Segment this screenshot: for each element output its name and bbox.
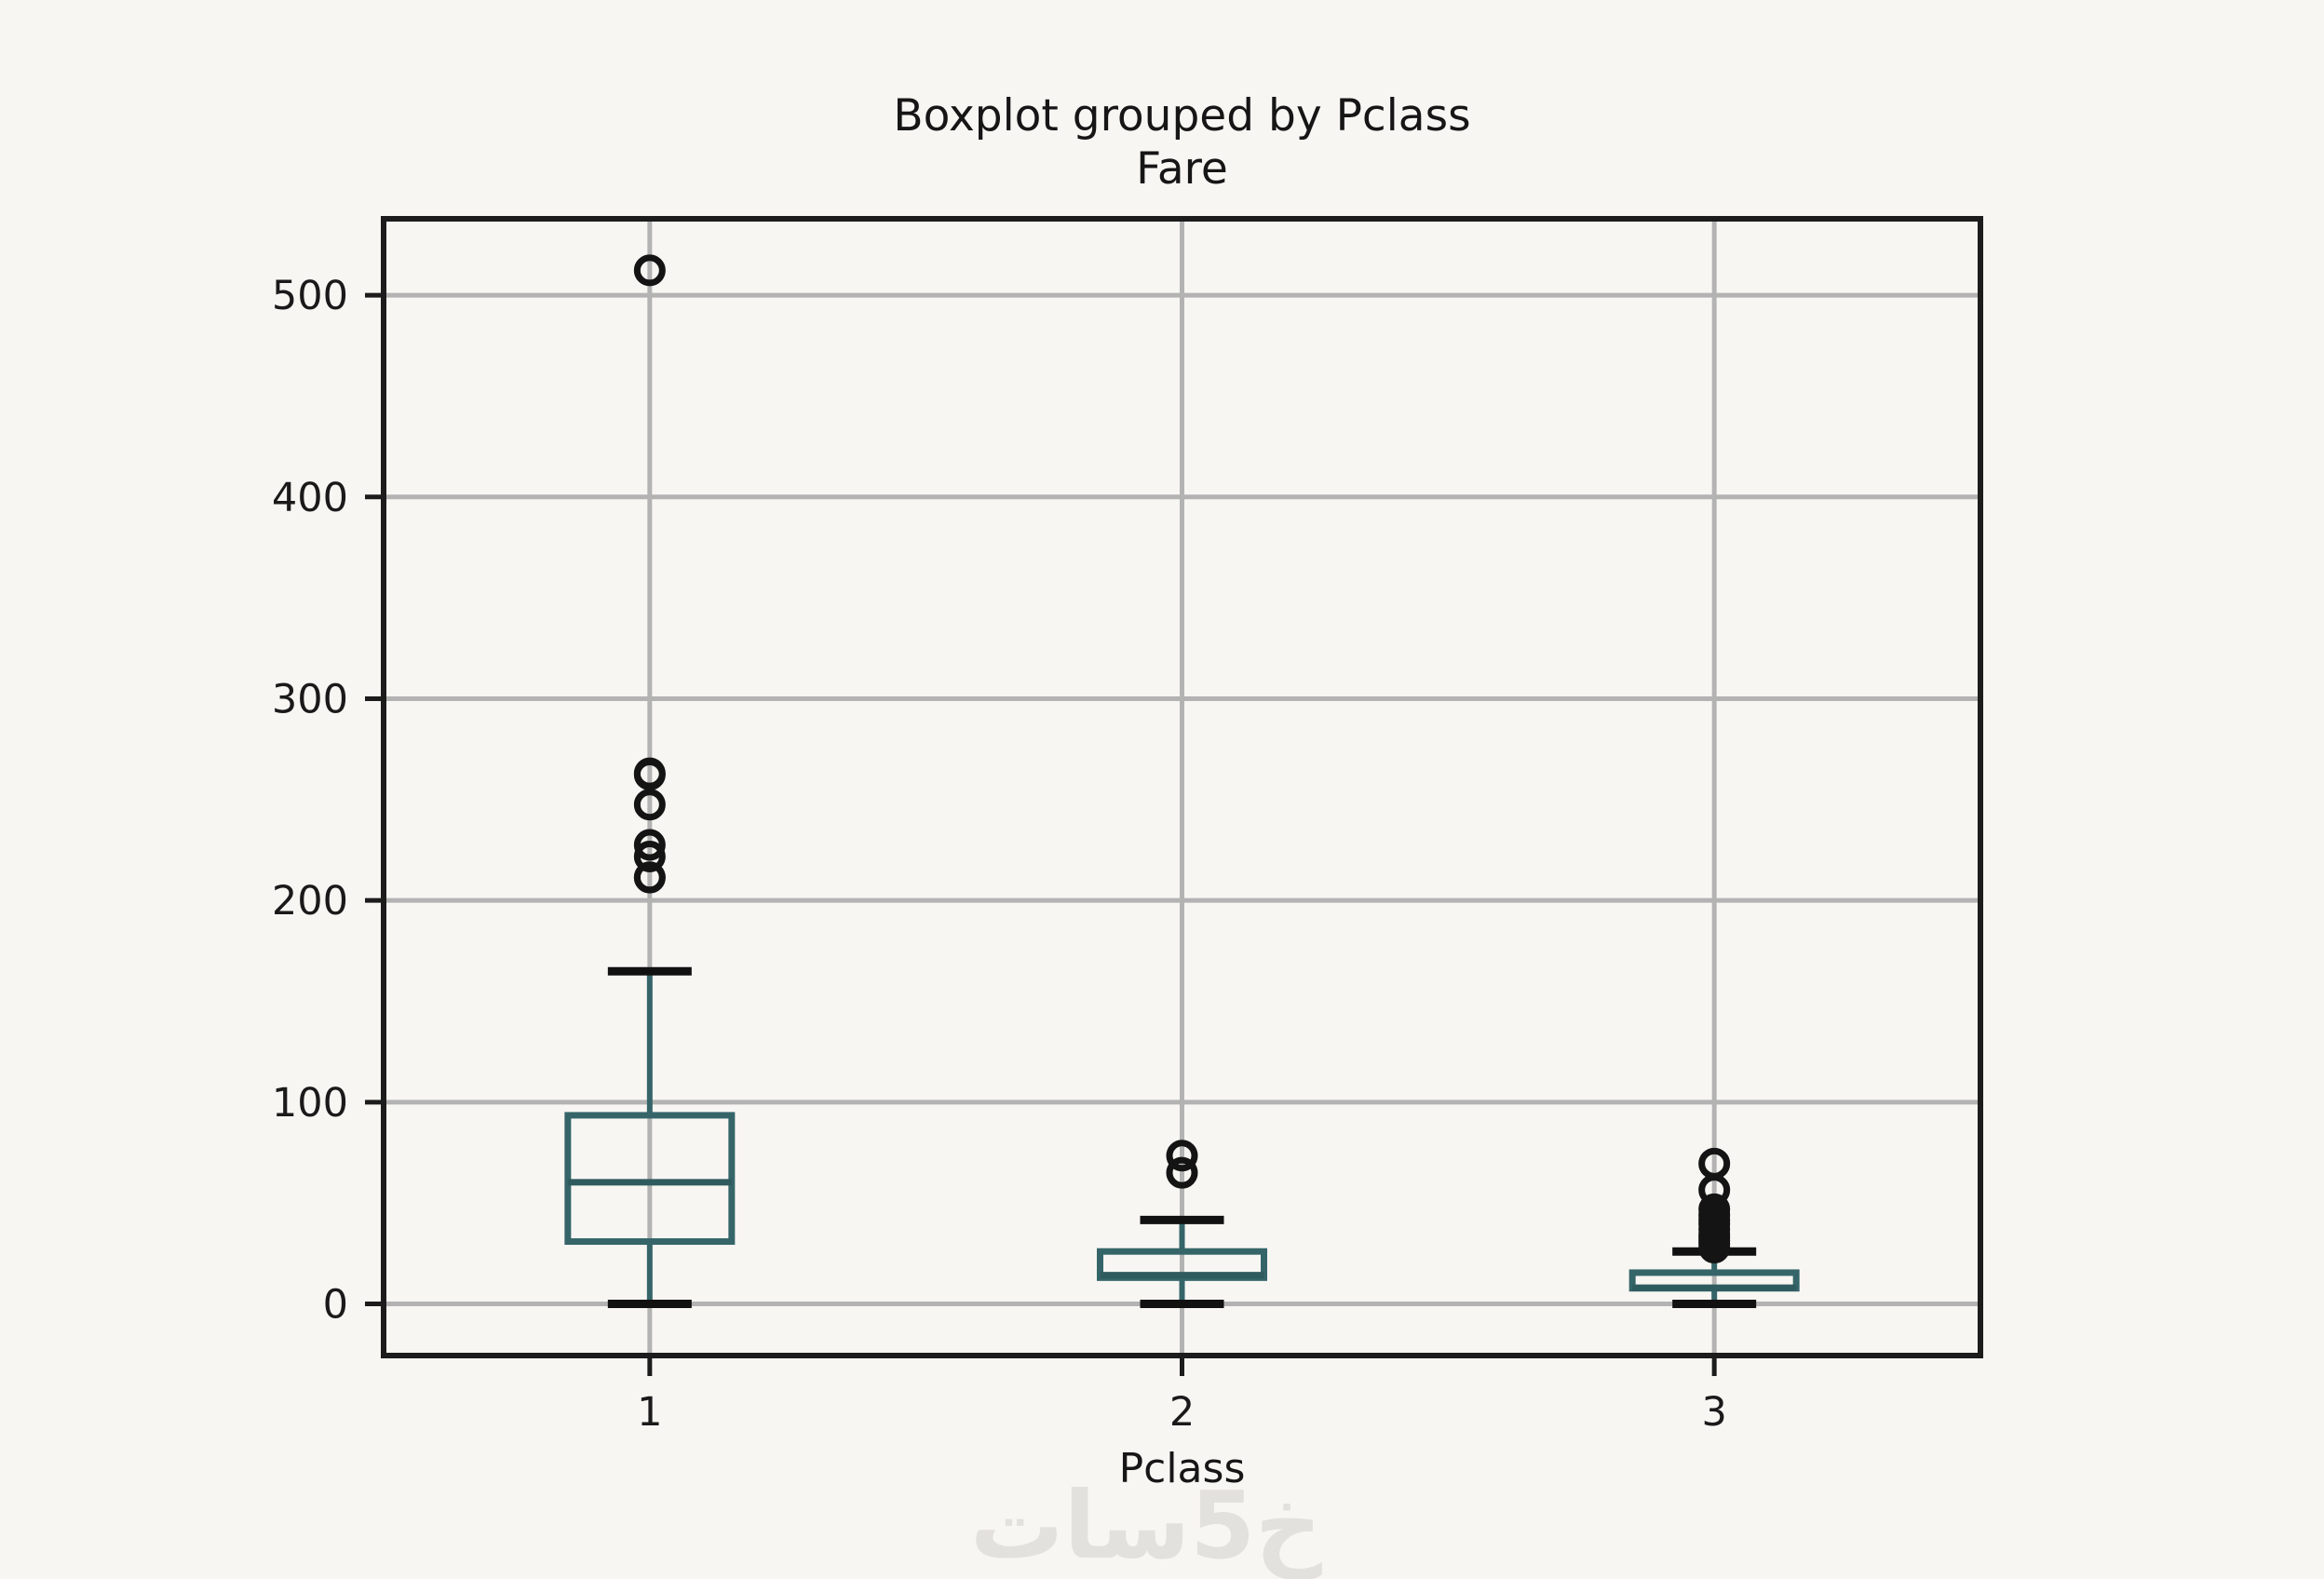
y-tick-label: 0 xyxy=(323,1282,348,1329)
outlier-point xyxy=(633,861,666,894)
y-tick-label: 400 xyxy=(272,475,348,521)
outlier-point xyxy=(1698,1147,1731,1180)
outlier-point xyxy=(1698,1193,1731,1225)
outlier-point xyxy=(1166,1156,1198,1189)
y-tick-label: 500 xyxy=(272,273,348,319)
y-tick-label: 100 xyxy=(272,1080,348,1127)
outlier-point xyxy=(633,829,666,861)
plot-border xyxy=(381,216,1983,1358)
x-tick-label: 2 xyxy=(1169,1389,1195,1436)
outlier-point xyxy=(633,254,666,287)
outlier-point xyxy=(633,789,666,821)
outlier-point xyxy=(1166,1140,1198,1172)
box-pclass-1 xyxy=(564,1112,736,1246)
outlier-point xyxy=(633,840,666,872)
x-tick-label: 1 xyxy=(637,1389,662,1436)
x-tick-label: 3 xyxy=(1701,1389,1726,1436)
y-tick-label: 200 xyxy=(272,878,348,924)
y-tick-label: 300 xyxy=(272,676,348,722)
outlier-point xyxy=(633,757,666,790)
